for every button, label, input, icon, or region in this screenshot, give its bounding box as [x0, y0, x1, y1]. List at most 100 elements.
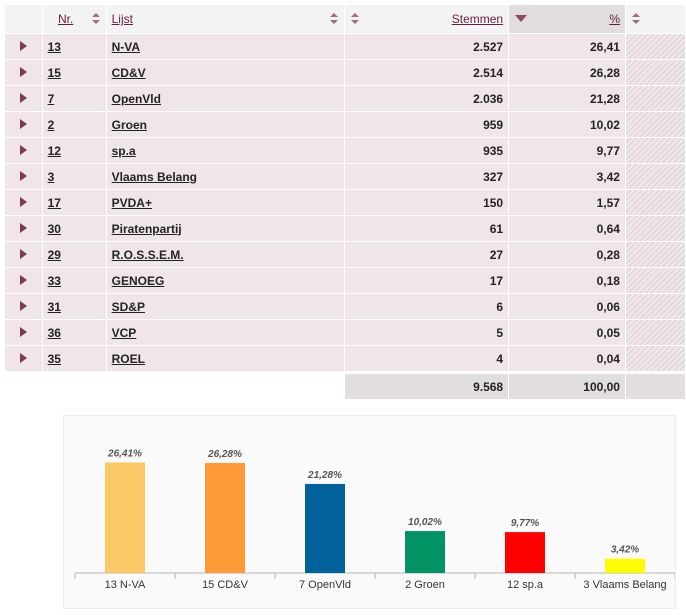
- expand-cell[interactable]: [5, 60, 43, 86]
- nr-link[interactable]: 2: [47, 117, 55, 132]
- expand-arrow-icon[interactable]: [19, 222, 27, 233]
- lijst-link[interactable]: GENOEG: [111, 273, 165, 288]
- table-row[interactable]: 35 ROEL 4 0,04: [5, 346, 686, 372]
- lijst-cell: R.O.S.S.E.M.: [106, 242, 346, 268]
- table-row[interactable]: 12 sp.a 935 9,77: [5, 138, 686, 164]
- expand-arrow-icon[interactable]: [19, 118, 27, 129]
- expand-arrow-icon[interactable]: [19, 274, 27, 285]
- lijst-link[interactable]: PVDA+: [111, 195, 152, 210]
- nr-link[interactable]: 3: [47, 169, 55, 184]
- stemmen-cell: 2.527: [345, 34, 510, 60]
- chart-bar[interactable]: [605, 558, 645, 573]
- nr-link[interactable]: 31: [47, 299, 61, 314]
- chart-bar[interactable]: [505, 532, 545, 573]
- chart-bar[interactable]: [205, 463, 245, 573]
- lijst-link[interactable]: ROEL: [111, 351, 145, 366]
- bar-cell: [625, 112, 686, 138]
- stemmen-cell: 6: [345, 294, 510, 320]
- table-row[interactable]: 30 Piratenpartij 61 0,64: [5, 216, 686, 242]
- table-row[interactable]: 31 SD&P 6 0,06: [5, 294, 686, 320]
- lijst-link[interactable]: CD&V: [111, 65, 146, 80]
- expand-arrow-icon[interactable]: [19, 326, 27, 337]
- chart-bar[interactable]: [305, 483, 345, 573]
- expand-cell[interactable]: [5, 34, 43, 60]
- table-row[interactable]: 17 PVDA+ 150 1,57: [5, 190, 686, 216]
- header-expand: [5, 5, 43, 34]
- expand-cell[interactable]: [5, 112, 43, 138]
- header-bar[interactable]: [625, 5, 686, 34]
- nr-cell: 29: [42, 242, 107, 268]
- bar-cell: [625, 86, 686, 112]
- total-pct: 100,00: [509, 374, 626, 400]
- lijst-cell: Piratenpartij: [106, 216, 346, 242]
- bar-value-label: 26,41%: [107, 448, 142, 459]
- sort-icon[interactable]: [91, 13, 100, 25]
- table-row[interactable]: 15 CD&V 2.514 26,28: [5, 60, 686, 86]
- expand-cell[interactable]: [5, 268, 43, 294]
- nr-link[interactable]: 30: [47, 221, 61, 236]
- nr-link[interactable]: 33: [47, 273, 61, 288]
- chart-bar[interactable]: [405, 531, 445, 573]
- header-stemmen[interactable]: Stemmen: [345, 5, 510, 34]
- expand-arrow-icon[interactable]: [19, 248, 27, 259]
- expand-cell[interactable]: [5, 86, 43, 112]
- table-row[interactable]: 7 OpenVld 2.036 21,28: [5, 86, 686, 112]
- sort-icon[interactable]: [631, 13, 640, 25]
- nr-link[interactable]: 17: [47, 195, 61, 210]
- expand-cell[interactable]: [5, 320, 43, 346]
- chart-bar[interactable]: [105, 462, 145, 573]
- sort-descending-icon[interactable]: [515, 15, 528, 22]
- header-nr-link[interactable]: Nr.: [57, 12, 74, 26]
- header-lijst[interactable]: Lijst: [106, 5, 346, 34]
- nr-link[interactable]: 12: [47, 143, 61, 158]
- lijst-link[interactable]: sp.a: [111, 143, 136, 158]
- header-nr[interactable]: Nr.: [42, 5, 107, 34]
- header-pct-link[interactable]: %: [609, 12, 620, 26]
- nr-link[interactable]: 15: [47, 65, 61, 80]
- expand-cell[interactable]: [5, 164, 43, 190]
- expand-arrow-icon[interactable]: [19, 40, 27, 51]
- expand-cell[interactable]: [5, 294, 43, 320]
- lijst-link[interactable]: SD&P: [111, 299, 145, 314]
- nr-link[interactable]: 36: [47, 325, 61, 340]
- expand-arrow-icon[interactable]: [19, 196, 27, 207]
- lijst-link[interactable]: Piratenpartij: [111, 221, 182, 236]
- table-row[interactable]: 3 Vlaams Belang 327 3,42: [5, 164, 686, 190]
- expand-arrow-icon[interactable]: [19, 66, 27, 77]
- sort-icon[interactable]: [351, 13, 360, 25]
- expand-cell[interactable]: [5, 190, 43, 216]
- header-pct[interactable]: %: [509, 5, 626, 34]
- lijst-link[interactable]: OpenVld: [111, 91, 161, 106]
- expand-cell[interactable]: [5, 242, 43, 268]
- expand-arrow-icon[interactable]: [19, 170, 27, 181]
- table-row[interactable]: 36 VCP 5 0,05: [5, 320, 686, 346]
- sort-icon[interactable]: [330, 13, 339, 25]
- lijst-link[interactable]: R.O.S.S.E.M.: [111, 247, 184, 262]
- stemmen-cell: 935: [345, 138, 510, 164]
- table-row[interactable]: 33 GENOEG 17 0,18: [5, 268, 686, 294]
- expand-cell[interactable]: [5, 138, 43, 164]
- lijst-link[interactable]: Groen: [111, 117, 147, 132]
- nr-link[interactable]: 35: [47, 351, 61, 366]
- expand-arrow-icon[interactable]: [19, 144, 27, 155]
- header-stemmen-link[interactable]: Stemmen: [451, 12, 504, 26]
- expand-cell[interactable]: [5, 216, 43, 242]
- lijst-link[interactable]: N-VA: [111, 39, 141, 54]
- bar-cell: [625, 34, 686, 60]
- nr-link[interactable]: 29: [47, 247, 61, 262]
- stemmen-cell: 327: [345, 164, 510, 190]
- table-row[interactable]: 13 N-VA 2.527 26,41: [5, 34, 686, 60]
- header-lijst-link[interactable]: Lijst: [111, 12, 133, 26]
- nr-link[interactable]: 13: [47, 39, 61, 54]
- expand-cell[interactable]: [5, 346, 43, 372]
- lijst-link[interactable]: Vlaams Belang: [111, 169, 197, 184]
- lijst-link[interactable]: VCP: [111, 325, 137, 340]
- table-row[interactable]: 2 Groen 959 10,02: [5, 112, 686, 138]
- expand-arrow-icon[interactable]: [19, 300, 27, 311]
- expand-arrow-icon[interactable]: [19, 352, 27, 363]
- table-row[interactable]: 29 R.O.S.S.E.M. 27 0,28: [5, 242, 686, 268]
- nr-cell: 35: [42, 346, 107, 372]
- nr-cell: 7: [42, 86, 107, 112]
- expand-arrow-icon[interactable]: [19, 92, 27, 103]
- nr-link[interactable]: 7: [47, 91, 55, 106]
